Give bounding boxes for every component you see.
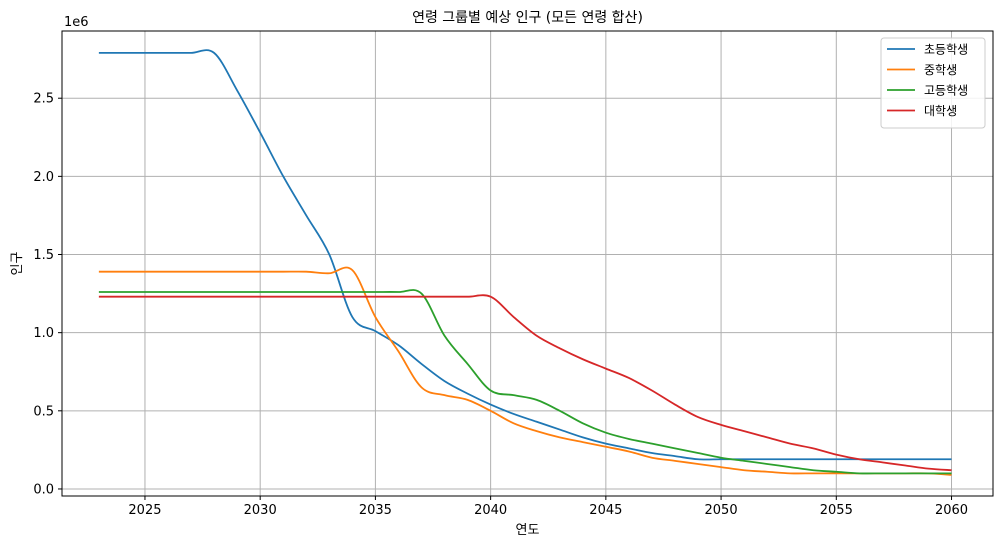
legend-box	[880, 37, 986, 129]
plot-frame	[61, 30, 994, 497]
x-tick-label: 2040	[474, 503, 507, 518]
x-tick-label: 2030	[244, 503, 277, 518]
series-line-1	[98, 49, 952, 461]
x-axis-title: 연도	[516, 523, 540, 538]
legend-label-2: 중학생	[924, 63, 957, 77]
series-line-3	[98, 289, 952, 475]
x-tick-label: 2035	[359, 503, 392, 518]
series-lines	[98, 49, 952, 476]
axis-ticks: 2025 2030 2035 2040 2045 2050 2055 2060 0.0 0.5 1.…	[33, 92, 968, 518]
x-tick-label: 2055	[820, 503, 853, 518]
y-tick-label: 0.5	[33, 404, 54, 419]
legend-label-4: 대학생	[924, 104, 957, 118]
y-tick-label: 1.5	[33, 248, 54, 263]
y-axis-title: 인구	[10, 252, 25, 276]
y-tick-label: 2.0	[33, 170, 54, 185]
y-offset-label: 1e6	[64, 15, 89, 30]
legend-label-1: 초등학생	[924, 43, 968, 57]
y-tick-label: 1.0	[33, 326, 54, 341]
series-line-2	[98, 266, 952, 476]
x-tick-label: 2060	[935, 503, 968, 518]
series-line-4	[98, 294, 952, 472]
grid	[62, 31, 993, 496]
y-tick-label: 0.0	[33, 482, 54, 497]
legend-label-3: 고등학생	[924, 84, 968, 98]
x-tick-label: 2025	[128, 503, 161, 518]
chart-title: 연령 그룹별 예상 인구 (모든 연령 합산)	[412, 10, 643, 26]
x-tick-label: 2050	[705, 503, 738, 518]
x-tick-label: 2045	[589, 503, 622, 518]
y-tick-label: 2.5	[33, 92, 54, 107]
